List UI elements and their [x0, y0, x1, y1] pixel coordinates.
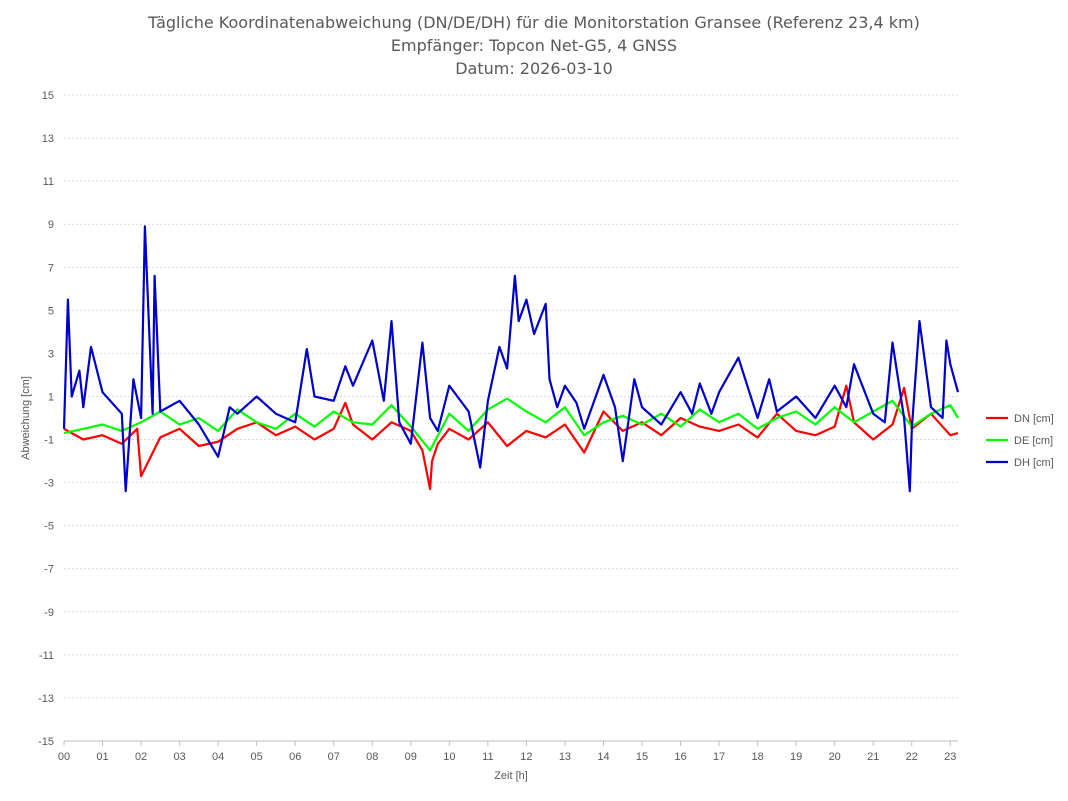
x-tick-label: 03 [173, 751, 185, 763]
x-tick-label: 00 [58, 751, 70, 763]
x-tick-label: 06 [289, 751, 301, 763]
chart-title-line-1: Tägliche Koordinatenabweichung (DN/DE/DH… [147, 13, 920, 32]
y-tick-label: -5 [44, 521, 54, 533]
series-line-de [63, 397, 959, 452]
chart-title-line-3: Datum: 2026-03-10 [455, 59, 613, 78]
x-tick-label: 04 [212, 751, 224, 763]
legend-label: DN [cm] [1014, 413, 1054, 425]
y-tick-label: 11 [43, 176, 54, 188]
y-tick-label: 1 [48, 391, 54, 403]
x-tick-label: 23 [944, 751, 956, 763]
y-tick-label: -15 [38, 736, 54, 748]
x-tick-label: 08 [366, 751, 378, 763]
x-tick-label: 10 [443, 751, 455, 763]
x-axis-title: Zeit [h] [494, 770, 528, 782]
y-tick-label: 13 [42, 133, 54, 145]
y-tick-label: -1 [44, 435, 54, 447]
x-tick-label: 15 [636, 751, 648, 763]
x-tick-label: 05 [251, 751, 263, 763]
x-axis-ticks: 00 01 02 03 04 05 06 07 08 09 10 11 12 13 14 15 16 17 18 19… [58, 741, 956, 763]
x-tick-label: 07 [328, 751, 340, 763]
x-tick-label: 02 [135, 751, 147, 763]
x-tick-label: 12 [520, 751, 532, 763]
y-tick-label: -9 [44, 607, 54, 619]
chart-title-line-2: Empfänger: Topcon Net-G5, 4 GNSS [391, 36, 677, 55]
x-tick-label: 19 [790, 751, 802, 763]
x-tick-label: 21 [867, 751, 879, 763]
legend-label: DE [cm] [1014, 435, 1053, 447]
y-tick-label: 15 [42, 90, 54, 102]
legend-label: DH [cm] [1014, 457, 1054, 469]
y-tick-label: -3 [44, 478, 54, 490]
series-lines [62, 225, 960, 493]
y-tick-label: 7 [48, 262, 54, 274]
series-line-dn [63, 384, 959, 491]
x-tick-label: 17 [713, 751, 725, 763]
y-tick-label: -7 [44, 564, 54, 576]
y-tick-label: -11 [39, 650, 54, 662]
y-tick-label: 5 [48, 305, 54, 317]
x-tick-label: 20 [829, 751, 841, 763]
y-tick-label: -13 [38, 693, 54, 705]
x-tick-label: 18 [751, 751, 763, 763]
x-tick-label: 14 [597, 751, 609, 763]
x-tick-label: 01 [96, 751, 108, 763]
y-tick-label: 9 [48, 219, 54, 231]
series-line-dh [62, 225, 960, 493]
x-tick-label: 16 [674, 751, 686, 763]
x-tick-label: 22 [906, 751, 918, 763]
x-tick-label: 11 [482, 751, 493, 763]
gridlines [64, 94, 958, 699]
y-tick-label: 3 [48, 348, 54, 360]
legend: DN [cm] DE [cm] DH [cm] [986, 413, 1054, 469]
y-axis-title: Abweichung [cm] [20, 376, 32, 460]
x-tick-label: 09 [405, 751, 417, 763]
x-tick-label: 13 [559, 751, 571, 763]
y-axis-ticks: 15 13 11 9 7 5 3 1 -1 -3 -5 -7 -9 -11 -13 -15 [38, 90, 54, 748]
